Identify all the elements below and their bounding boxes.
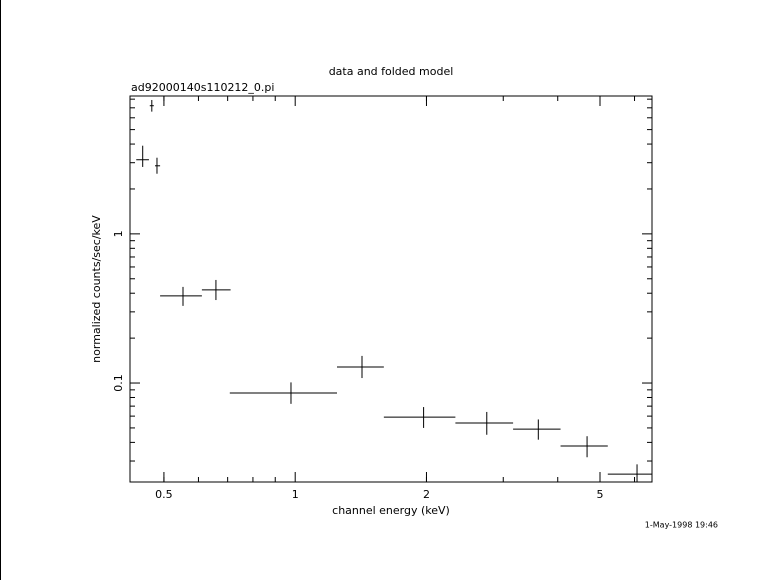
- chart-title: data and folded model: [329, 65, 454, 78]
- y-tick-label: 1: [112, 230, 125, 237]
- y-tick-label: 0.1: [112, 374, 125, 392]
- plot-frame: [129, 95, 653, 483]
- x-tick-label: 2: [423, 488, 430, 501]
- x-tick-label: 5: [596, 488, 603, 501]
- x-tick-label: 1: [292, 488, 299, 501]
- x-axis-label: channel energy (keV): [332, 504, 450, 517]
- timestamp: 1-May-1998 19:46: [645, 521, 718, 530]
- y-axis-label: normalized counts/sec/keV: [90, 215, 103, 363]
- x-tick-label: 0.5: [155, 488, 173, 501]
- chart-subtitle: ad92000140s110212_0.pi: [131, 81, 274, 94]
